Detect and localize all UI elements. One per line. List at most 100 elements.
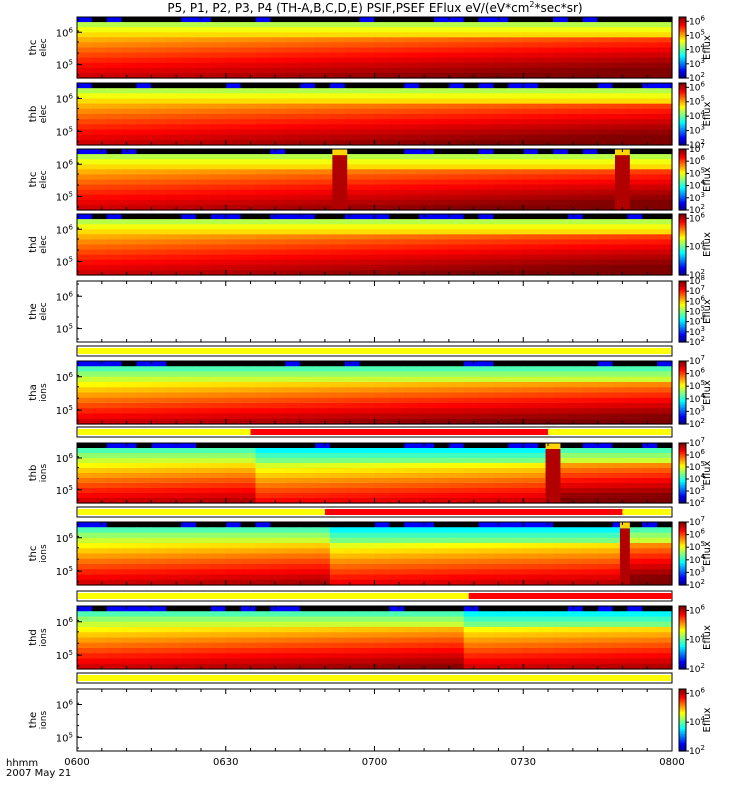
spectrogram-cell xyxy=(255,244,271,251)
spectrogram-cell xyxy=(77,522,93,528)
spectrogram-cell xyxy=(419,17,435,23)
spectrogram-cell xyxy=(166,413,182,420)
spectrogram-cell xyxy=(538,269,554,276)
spectrogram-cell xyxy=(419,371,435,378)
spectrogram-cell xyxy=(538,139,554,146)
spectrogram-cell xyxy=(642,159,658,165)
spectrogram-cell xyxy=(151,47,167,54)
colorbar-cell xyxy=(679,39,686,43)
spectrogram-cell xyxy=(374,387,390,394)
colorbar-cell xyxy=(679,27,686,30)
spectrogram-cell xyxy=(657,194,673,201)
spectrogram-cell xyxy=(657,32,673,38)
spectrogram-cell xyxy=(419,569,435,576)
spectrogram-cell xyxy=(508,532,524,539)
spectrogram-cell xyxy=(270,376,286,383)
spectrogram-cell xyxy=(374,488,390,494)
spectrogram-cell xyxy=(166,27,182,33)
spectrogram-cell xyxy=(553,139,569,146)
spectrogram-cell xyxy=(389,569,405,576)
spectrogram-cell xyxy=(315,37,331,44)
spectrogram-cell xyxy=(434,72,450,79)
spectrogram-cell xyxy=(225,493,242,499)
panel-label: thdions xyxy=(28,628,49,647)
spectrogram-cell xyxy=(374,72,390,79)
spectrogram-cell xyxy=(91,418,108,425)
spectrogram-cell xyxy=(538,154,554,160)
spectrogram-cell xyxy=(374,621,390,628)
spectrogram-cell xyxy=(181,204,197,211)
colorbar-cell xyxy=(679,302,686,305)
colorbar-cell xyxy=(679,104,686,107)
colorbar-cell xyxy=(679,713,686,716)
spectrogram-cell xyxy=(181,239,197,246)
spectrogram-cell xyxy=(538,47,554,54)
spectrogram-cell xyxy=(315,199,331,206)
spectrogram-cell xyxy=(493,403,509,409)
spectrogram-cell xyxy=(508,663,524,670)
spectrogram-cell xyxy=(404,47,420,54)
spectrogram-cell xyxy=(210,234,227,241)
spectrogram-cell xyxy=(523,387,539,394)
spectrogram-cell xyxy=(642,98,658,105)
spectrogram-cell xyxy=(210,83,227,89)
spectrogram-cell xyxy=(493,606,509,612)
spectrogram-cell xyxy=(166,159,182,165)
spectrogram-cell xyxy=(448,224,465,230)
spectrogram-cell xyxy=(463,184,480,191)
colorbar-cell xyxy=(679,47,686,50)
spectrogram-cell xyxy=(448,632,465,639)
spectrogram-cell xyxy=(285,244,301,251)
spectrogram-cell xyxy=(91,88,108,94)
spectrogram-cell xyxy=(329,532,346,539)
spectrogram-cell xyxy=(106,564,123,570)
spectrogram-cell xyxy=(374,606,390,612)
spectrogram-cell xyxy=(240,67,257,74)
spectrogram-cell xyxy=(374,498,390,504)
spectrogram-cell xyxy=(285,498,301,504)
colorbar-cell xyxy=(679,112,686,115)
spectrogram-cell xyxy=(255,564,271,570)
spectrogram-cell xyxy=(508,72,524,79)
spectrogram-cell xyxy=(612,453,628,459)
spectrogram-cell xyxy=(315,98,331,105)
spectrogram-cell xyxy=(91,154,108,160)
spectrogram-cell xyxy=(523,606,539,612)
colorbar-cell xyxy=(679,232,686,235)
spectrogram-cell xyxy=(255,418,271,425)
spectrogram-cell xyxy=(329,57,346,64)
spectrogram-cell xyxy=(91,483,108,489)
spectrogram-cell xyxy=(389,22,405,28)
spectrogram-cell xyxy=(270,478,286,484)
spectrogram-cell xyxy=(91,653,108,660)
spectrogram-cell xyxy=(344,199,361,206)
spectrogram-cell xyxy=(553,361,569,367)
spectrogram-cell xyxy=(493,103,509,110)
colorbar-tick-label: 105 xyxy=(689,28,705,41)
spectrogram-cell xyxy=(448,184,465,191)
spectrogram-cell xyxy=(359,224,376,230)
spectrogram-cell xyxy=(567,648,584,654)
panel-label: thcelec xyxy=(28,38,49,57)
spectrogram-cell xyxy=(77,114,93,120)
spectrogram-cell xyxy=(642,473,658,479)
spectrogram-cell xyxy=(240,234,257,241)
spectrogram-cell xyxy=(255,558,271,565)
spectrogram-cell xyxy=(374,453,390,459)
spectrogram-cell xyxy=(582,264,599,271)
spectrogram-cell xyxy=(404,62,420,69)
spectrogram-cell xyxy=(434,259,450,266)
spectrogram-cell xyxy=(567,468,584,474)
spectrogram-cell xyxy=(627,493,643,499)
spectrogram-cell xyxy=(225,83,242,89)
colorbar-cell xyxy=(679,227,686,230)
spectrogram-cell xyxy=(389,219,405,225)
spectrogram-cell xyxy=(389,62,405,69)
spectrogram-cell xyxy=(151,537,167,544)
colorbar-tick-label: 104 xyxy=(689,240,705,253)
spectrogram-cell xyxy=(448,154,465,160)
spectrogram-cell xyxy=(538,224,554,230)
spectrogram-cell xyxy=(478,616,495,623)
spectrogram-cell xyxy=(300,361,316,367)
spectrogram-cell xyxy=(419,458,435,464)
